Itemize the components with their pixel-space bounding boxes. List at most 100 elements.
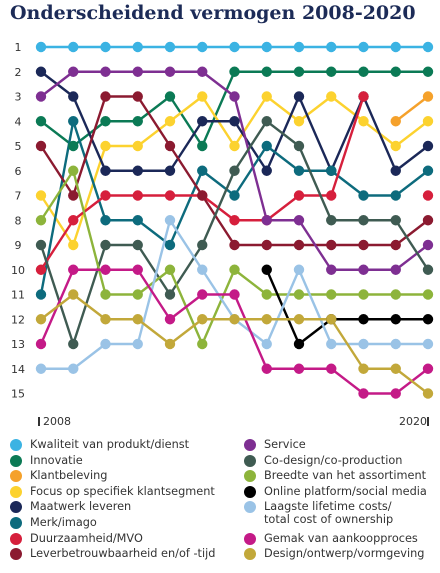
chart-title: Onderscheidend vermogen 2008-2020 — [10, 2, 416, 24]
data-point-13-12 — [422, 363, 434, 374]
data-point-14-1 — [68, 289, 79, 300]
legend-swatch — [10, 532, 22, 545]
legend-item: Kwaliteit van produkt/dienst — [10, 438, 189, 451]
data-point-3-8 — [293, 116, 305, 127]
y-tick-label: 14 — [11, 363, 25, 376]
data-point-5-10 — [358, 190, 369, 201]
data-point-10-5 — [197, 338, 208, 350]
data-point-4-8 — [293, 91, 305, 102]
legend-swatch — [244, 439, 256, 451]
y-tick-label: 13 — [11, 338, 25, 351]
data-point-13-11 — [390, 388, 401, 399]
data-point-14-11 — [390, 363, 401, 374]
data-point-1-0 — [35, 116, 47, 127]
legend-item: Leverbetrouwbaarheid en/of -tijd — [10, 547, 216, 561]
legend-swatch — [244, 548, 256, 561]
data-point-8-4 — [164, 66, 176, 77]
x-axis: 2008 2020 — [38, 415, 429, 428]
data-point-11-8 — [293, 338, 305, 350]
series-line-11 — [265, 269, 428, 346]
data-point-14-8 — [293, 314, 305, 325]
legend-label: Maatwerk leveren — [30, 500, 132, 514]
data-point-11-12 — [422, 314, 434, 325]
data-point-5-6 — [229, 190, 240, 201]
legend-swatch — [10, 501, 22, 514]
legend-item: Breedte van het assortiment — [244, 469, 426, 483]
data-point-10-11 — [390, 289, 401, 300]
data-point-13-3 — [132, 264, 143, 275]
legend-swatch — [244, 532, 256, 545]
data-point-12-10 — [358, 338, 369, 350]
legend-label: Innovatie — [30, 453, 83, 467]
data-point-3-6 — [229, 140, 240, 152]
legend-swatch — [244, 470, 256, 483]
data-point-8-12 — [422, 239, 434, 251]
data-point-11-7 — [261, 264, 272, 275]
data-point-7-1 — [68, 190, 79, 201]
data-point-10-9 — [326, 289, 337, 300]
data-point-12-9 — [326, 338, 337, 350]
data-point-9-1 — [68, 338, 79, 350]
data-point-12-11 — [390, 338, 401, 350]
data-point-0-10 — [358, 41, 369, 53]
data-point-3-2 — [100, 140, 111, 152]
legend-label: Leverbetrouwbaarheid en/of -tijd — [30, 547, 216, 561]
data-point-14-2 — [100, 314, 111, 325]
data-point-6-4 — [164, 190, 176, 201]
legend-item: Maatwerk leveren — [10, 500, 132, 514]
data-point-9-8 — [293, 140, 305, 152]
legend-label: Focus op specifiek klantsegment — [30, 484, 215, 498]
data-point-13-9 — [326, 363, 337, 374]
series-line-2 — [395, 95, 429, 123]
data-point-1-7 — [261, 66, 272, 77]
data-point-5-9 — [326, 165, 337, 176]
data-point-12-7 — [261, 338, 272, 350]
series-line-13 — [39, 268, 429, 395]
data-point-10-4 — [164, 264, 176, 275]
data-point-9-3 — [132, 239, 143, 251]
data-point-5-2 — [100, 215, 111, 226]
data-point-12-1 — [68, 363, 79, 374]
data-point-13-0 — [35, 338, 47, 350]
data-point-12-3 — [132, 338, 143, 350]
data-point-1-3 — [132, 116, 143, 127]
data-point-5-7 — [261, 140, 272, 152]
data-point-1-10 — [358, 66, 369, 77]
data-point-6-0 — [35, 264, 47, 275]
data-point-14-5 — [197, 314, 208, 325]
data-point-14-7 — [261, 314, 272, 325]
data-point-12-8 — [293, 264, 305, 275]
legend-label: Design/ontwerp/vormgeving — [264, 547, 425, 561]
series-points — [35, 41, 434, 399]
data-point-12-2 — [100, 338, 111, 350]
legend-swatch — [10, 439, 22, 451]
data-point-1-2 — [100, 116, 111, 127]
legend-label: Kwaliteit van produkt/dienst — [30, 438, 190, 451]
data-point-3-4 — [164, 116, 176, 127]
data-point-6-8 — [293, 190, 305, 201]
data-point-8-11 — [390, 264, 401, 275]
y-tick-label: 6 — [15, 165, 22, 178]
x-end-label: 2020 — [399, 415, 427, 428]
data-point-9-2 — [100, 239, 111, 251]
data-point-12-0 — [35, 363, 47, 374]
data-point-10-8 — [293, 289, 305, 300]
data-point-12-5 — [197, 264, 208, 275]
data-point-2-11 — [390, 116, 401, 127]
data-point-4-2 — [100, 165, 111, 176]
data-point-13-2 — [100, 264, 111, 275]
y-tick-label: 11 — [11, 289, 25, 302]
data-point-14-3 — [132, 314, 143, 325]
data-point-11-10 — [358, 314, 369, 325]
x-end-marker — [427, 417, 429, 426]
legend-swatch — [10, 548, 22, 561]
data-point-0-0 — [35, 41, 47, 53]
y-tick-label: 4 — [15, 115, 22, 128]
data-point-4-0 — [35, 66, 47, 77]
data-point-9-6 — [229, 165, 240, 176]
data-point-8-0 — [35, 91, 47, 102]
legend-label: Service — [264, 438, 306, 451]
data-point-0-5 — [197, 41, 208, 53]
